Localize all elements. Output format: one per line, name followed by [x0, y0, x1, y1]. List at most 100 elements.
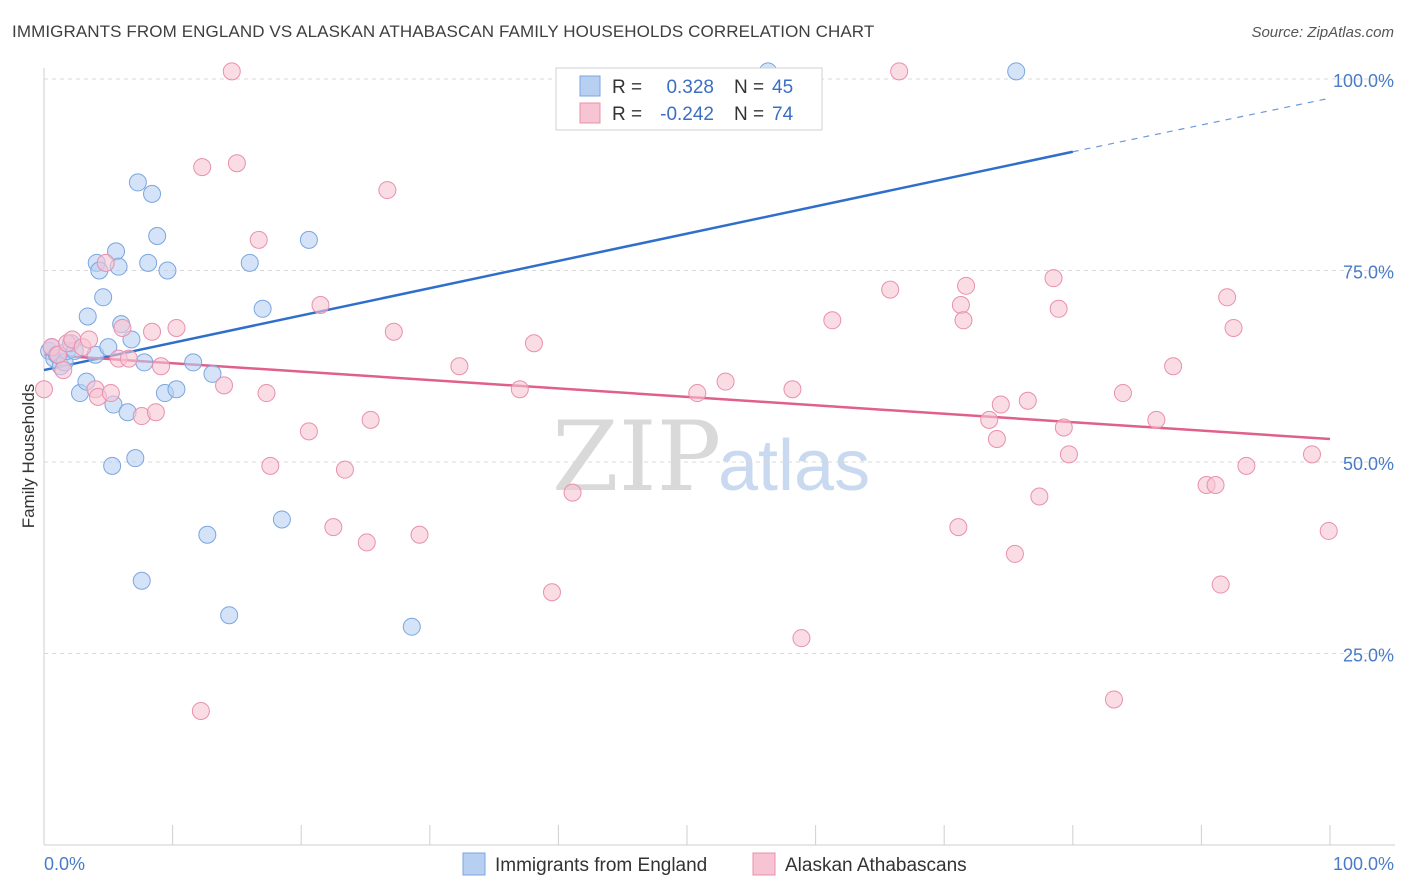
point-england-26: [132, 571, 151, 590]
point-athabascan-40: [563, 483, 582, 502]
legend-r-value-1: 0.328: [666, 77, 714, 98]
point-athabascan-62: [1059, 445, 1078, 464]
point-england-25: [128, 173, 147, 192]
point-athabascan-39: [524, 334, 543, 353]
point-athabascan-45: [792, 629, 811, 648]
x-tick-label-left: 0.0%: [44, 854, 85, 874]
legend-r-label-2: R =: [612, 104, 642, 125]
point-athabascan-26: [257, 384, 276, 403]
point-athabascan-7: [80, 330, 99, 349]
point-athabascan-56: [1005, 544, 1024, 563]
point-athabascan-31: [335, 460, 354, 479]
legend-n-label-2: N =: [734, 104, 764, 125]
series-legend-swatch-athabascan: [752, 852, 776, 876]
point-england-38: [240, 253, 259, 272]
x-tick-label-right: 100.0%: [1333, 854, 1394, 874]
point-athabascan-0: [35, 380, 53, 399]
data-points: [35, 62, 1338, 720]
point-athabascan-52: [957, 276, 976, 295]
point-athabascan-23: [222, 62, 241, 81]
point-athabascan-55: [991, 395, 1010, 414]
point-england-37: [220, 606, 239, 625]
point-athabascan-19: [167, 318, 186, 337]
point-england-42: [402, 617, 421, 636]
axes: [43, 68, 1395, 846]
point-athabascan-58: [1030, 487, 1049, 506]
point-athabascan-48: [890, 62, 909, 81]
point-athabascan-42: [688, 384, 707, 403]
point-england-11: [78, 307, 97, 326]
series-legend-label-england: Immigrants from England: [495, 855, 707, 876]
point-athabascan-25: [249, 230, 268, 249]
point-athabascan-53: [980, 410, 999, 429]
point-england-34: [184, 353, 203, 372]
point-england-29: [143, 184, 162, 203]
point-england-17: [103, 456, 122, 475]
point-england-36: [203, 364, 222, 383]
point-athabascan-13: [113, 318, 132, 337]
source-credit: Source: ZipAtlas.com: [1251, 24, 1394, 41]
trend-line-athabascan: [43, 353, 1331, 441]
point-athabascan-59: [1044, 269, 1063, 288]
trend-lines: [43, 97, 1331, 441]
point-athabascan-66: [1164, 357, 1183, 376]
y-tick-label-75: 75.0%: [1343, 263, 1394, 283]
y-tick-labels: 25.0% 50.0% 75.0% 100.0%: [1333, 71, 1394, 666]
point-athabascan-63: [1104, 690, 1123, 709]
legend-swatch-blue: [579, 75, 601, 97]
point-athabascan-14: [119, 349, 138, 368]
point-athabascan-44: [783, 380, 802, 399]
point-athabascan-50: [951, 295, 970, 314]
y-tick-label-50: 50.0%: [1343, 454, 1394, 474]
point-athabascan-57: [1018, 391, 1037, 410]
point-athabascan-72: [1237, 456, 1256, 475]
point-athabascan-28: [299, 422, 318, 441]
point-athabascan-16: [143, 322, 162, 341]
point-athabascan-61: [1054, 418, 1073, 437]
gridlines: [44, 78, 1395, 654]
point-athabascan-70: [1218, 288, 1237, 307]
point-athabascan-46: [823, 311, 842, 330]
point-athabascan-11: [101, 384, 120, 403]
point-athabascan-22: [215, 376, 234, 395]
point-athabascan-43: [716, 372, 735, 391]
y-axis-title: Family Households: [19, 384, 38, 529]
point-england-15: [94, 288, 113, 307]
point-athabascan-30: [324, 518, 343, 537]
legend-n-label-1: N =: [734, 77, 764, 98]
trend-line-england-extension: [1072, 97, 1331, 153]
point-england-28: [139, 253, 158, 272]
point-athabascan-29: [311, 295, 330, 314]
legend-swatch-pink: [579, 102, 601, 124]
point-athabascan-17: [146, 403, 165, 422]
point-athabascan-10: [96, 253, 115, 272]
point-athabascan-3: [54, 361, 73, 380]
legend-r-label-1: R =: [612, 77, 642, 98]
legend-r-value-2: -0.242: [660, 104, 714, 125]
point-athabascan-74: [1302, 445, 1321, 464]
legend-n-value-1: 45: [772, 77, 793, 98]
point-england-32: [158, 261, 177, 280]
point-england-16: [99, 338, 118, 357]
point-athabascan-38: [510, 380, 529, 399]
point-england-39: [253, 299, 272, 318]
point-athabascan-27: [261, 456, 280, 475]
point-athabascan-49: [949, 518, 968, 537]
point-athabascan-34: [378, 181, 397, 200]
point-athabascan-37: [450, 357, 469, 376]
point-athabascan-68: [1206, 475, 1225, 494]
point-england-30: [148, 227, 167, 246]
y-tick-label-25: 25.0%: [1343, 646, 1394, 666]
point-athabascan-21: [193, 158, 212, 177]
point-athabascan-73: [1319, 521, 1338, 540]
point-england-40: [272, 510, 291, 529]
chart-title: IMMIGRANTS FROM ENGLAND VS ALASKAN ATHAB…: [12, 22, 875, 41]
point-athabascan-20: [191, 701, 210, 720]
point-athabascan-71: [1224, 318, 1243, 337]
point-athabascan-32: [357, 533, 376, 552]
point-athabascan-18: [152, 357, 171, 376]
point-athabascan-33: [361, 410, 380, 429]
series-legend-swatch-england: [462, 852, 486, 876]
correlation-legend: R = 0.328 N = 45 R = -0.242 N = 74: [555, 67, 823, 131]
